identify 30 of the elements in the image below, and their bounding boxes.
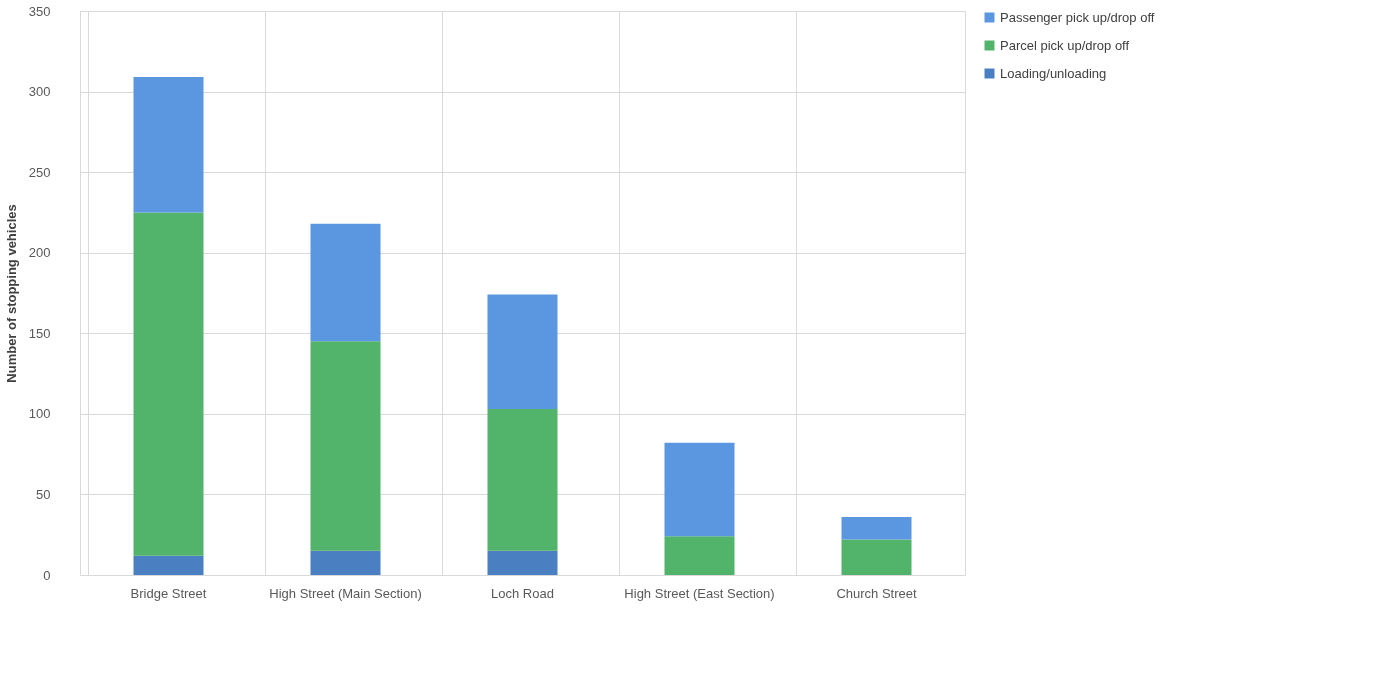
- bar: [310, 223, 381, 342]
- legend-label: Parcel pick up/drop off: [1000, 37, 1130, 53]
- bar: [310, 550, 381, 575]
- bar: [133, 77, 204, 213]
- y-tick-label: 0: [43, 567, 51, 583]
- bar: [310, 341, 381, 551]
- legend-label: Loading/unloading: [1000, 65, 1107, 81]
- bar: [487, 409, 558, 551]
- bar: [133, 212, 204, 556]
- bar: [664, 536, 735, 575]
- legend-label: Passenger pick up/drop off: [1000, 9, 1155, 25]
- y-tick-label: 100: [28, 406, 51, 422]
- y-tick-label: 200: [28, 245, 51, 261]
- y-axis-title: Number of stopping vehicles: [3, 204, 19, 383]
- bar: [487, 294, 558, 410]
- x-tick-label: High Street (East Section): [624, 585, 775, 601]
- bar: [841, 539, 912, 575]
- x-tick-label: Bridge Street: [130, 585, 207, 601]
- bar: [664, 442, 735, 537]
- y-tick-label: 150: [28, 325, 51, 341]
- bar: [133, 555, 204, 575]
- y-tick-label: 250: [28, 164, 51, 180]
- x-tick-label: High Street (Main Section): [269, 585, 422, 601]
- bar: [841, 516, 912, 540]
- y-tick-label: 50: [36, 486, 51, 502]
- x-tick-label: Church Street: [836, 585, 917, 601]
- y-tick-label: 350: [28, 3, 51, 19]
- x-tick-label: Loch Road: [491, 585, 554, 601]
- y-tick-label: 300: [28, 84, 51, 100]
- bar: [487, 550, 558, 575]
